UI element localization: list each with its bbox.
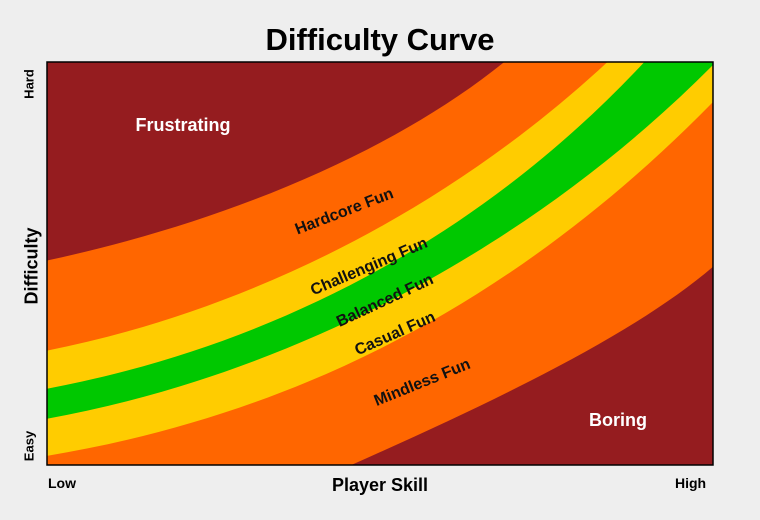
zone-label-boring: Boring [589, 410, 647, 430]
zone-label-frustrating: Frustrating [135, 115, 230, 135]
plot-frame [46, 61, 714, 466]
chart-title: Difficulty Curve [265, 22, 495, 57]
x-axis-label: Player Skill [331, 475, 429, 495]
x-axis-high-label: High [675, 475, 707, 491]
x-axis-low-label: Low [48, 475, 76, 491]
zone-frustrating [47, 62, 505, 261]
